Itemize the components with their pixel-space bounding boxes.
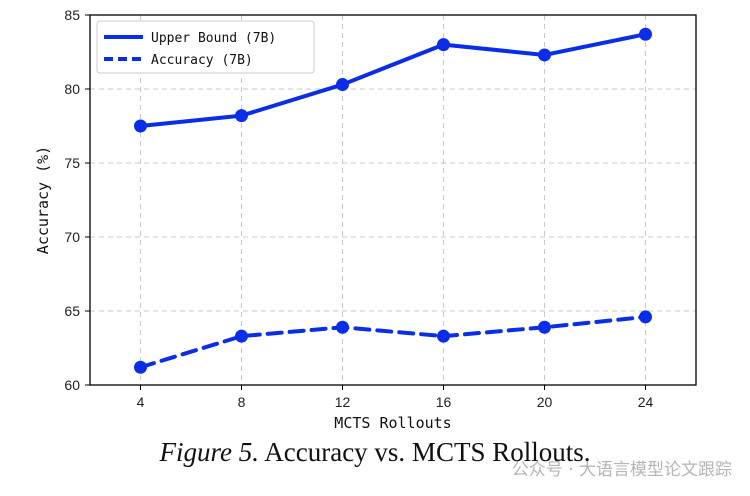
x-tick-label: 24 bbox=[638, 394, 654, 410]
data-point-accuracy bbox=[336, 320, 349, 334]
x-tick-label: 4 bbox=[137, 394, 145, 410]
series-line-upper-bound bbox=[138, 32, 648, 128]
x-axis-title: MCTS Rollouts bbox=[334, 414, 451, 432]
watermark: 公众号 · 大语言模型论文跟踪 bbox=[511, 460, 732, 480]
data-point-upper-bound bbox=[437, 38, 450, 52]
y-tick-label: 65 bbox=[64, 303, 80, 319]
legend: Upper Bound (7B) Accuracy (7B) bbox=[96, 20, 315, 74]
data-point-accuracy bbox=[639, 310, 652, 324]
figure-caption: Figure 5. Accuracy vs. MCTS Rollouts. bbox=[0, 437, 750, 468]
x-tick-label: 20 bbox=[537, 394, 553, 410]
y-tick-label: 70 bbox=[64, 229, 80, 245]
x-tick-label: 12 bbox=[335, 394, 351, 410]
y-axis-title: Accuracy (%) bbox=[34, 146, 52, 254]
data-point-upper-bound bbox=[134, 119, 147, 133]
series-line-accuracy bbox=[138, 314, 648, 370]
plot-frame bbox=[89, 14, 697, 386]
legend-box bbox=[96, 20, 315, 74]
data-point-upper-bound bbox=[235, 109, 248, 123]
data-point-upper-bound bbox=[336, 78, 349, 92]
caption-text: Accuracy vs. MCTS Rollouts. bbox=[264, 437, 591, 467]
y-tick-label: 80 bbox=[64, 81, 80, 97]
data-point-accuracy bbox=[437, 329, 450, 343]
y-tick-label: 60 bbox=[64, 377, 80, 393]
y-tick-label: 75 bbox=[64, 155, 80, 171]
y-tick-label: 85 bbox=[64, 7, 80, 23]
data-point-upper-bound bbox=[639, 27, 652, 41]
data-point-accuracy bbox=[538, 320, 551, 334]
data-point-accuracy bbox=[134, 360, 147, 374]
figure-label: Figure 5. bbox=[159, 437, 259, 467]
legend-label: Accuracy (7B) bbox=[151, 53, 253, 68]
data-point-accuracy bbox=[235, 329, 248, 343]
accuracy-line-chart: 4 8 12 16 20 24 60 65 70 75 80 85 MCTS Rollouts Acc… bbox=[34, 7, 697, 432]
series-group bbox=[134, 27, 652, 374]
x-tick-label: 8 bbox=[238, 394, 246, 410]
axis-ticks: 4 8 12 16 20 24 60 65 70 75 80 85 bbox=[64, 7, 653, 410]
data-point-upper-bound bbox=[538, 48, 551, 62]
legend-label: Upper Bound (7B) bbox=[151, 31, 276, 46]
x-tick-label: 16 bbox=[436, 394, 452, 410]
